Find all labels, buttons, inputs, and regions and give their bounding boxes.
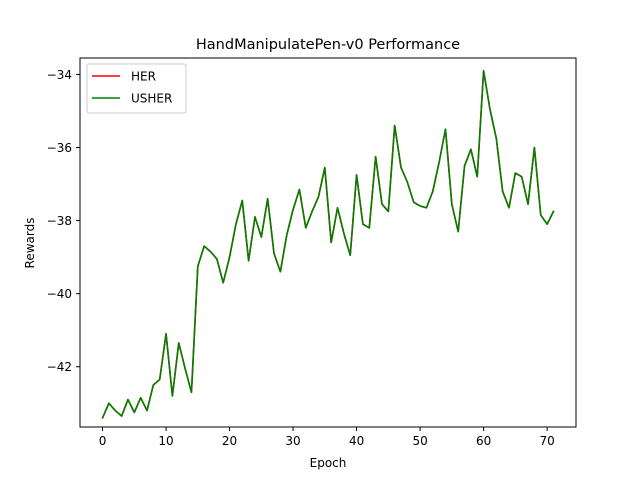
- y-tick-label: −42: [47, 360, 72, 374]
- x-tick-label: 70: [539, 434, 554, 448]
- series-line-usher: [101, 69, 555, 419]
- x-tick-label: 20: [222, 434, 237, 448]
- x-axis: 0 10 20 30 40 50 60 70: [99, 427, 555, 448]
- x-tick-label: 10: [158, 434, 173, 448]
- plot-area: [79, 57, 577, 428]
- x-axis-label: Epoch: [310, 456, 347, 470]
- series-layer: [101, 69, 555, 419]
- x-tick-label: 30: [285, 434, 300, 448]
- y-tick-label: −36: [47, 141, 72, 155]
- series-line-her: [101, 69, 555, 419]
- x-tick-label: 50: [412, 434, 427, 448]
- x-tick-label: 40: [349, 434, 364, 448]
- x-tick-label: 60: [476, 434, 491, 448]
- chart-title: HandManipulatePen-v0 Performance: [196, 37, 460, 53]
- y-axis: −42 −40 −38 −36 −34: [47, 68, 80, 374]
- x-tick-label: 0: [99, 434, 107, 448]
- y-tick-label: −40: [47, 287, 72, 301]
- legend-label-usher: USHER: [131, 92, 172, 106]
- legend-label-her: HER: [131, 70, 156, 84]
- legend-items: HER USHER: [92, 70, 172, 106]
- y-tick-label: −38: [47, 214, 72, 228]
- plot-frame: [79, 57, 577, 428]
- legend: HER USHER: [86, 63, 187, 114]
- y-tick-label: −34: [47, 68, 72, 82]
- y-axis-label: Rewards: [23, 218, 37, 269]
